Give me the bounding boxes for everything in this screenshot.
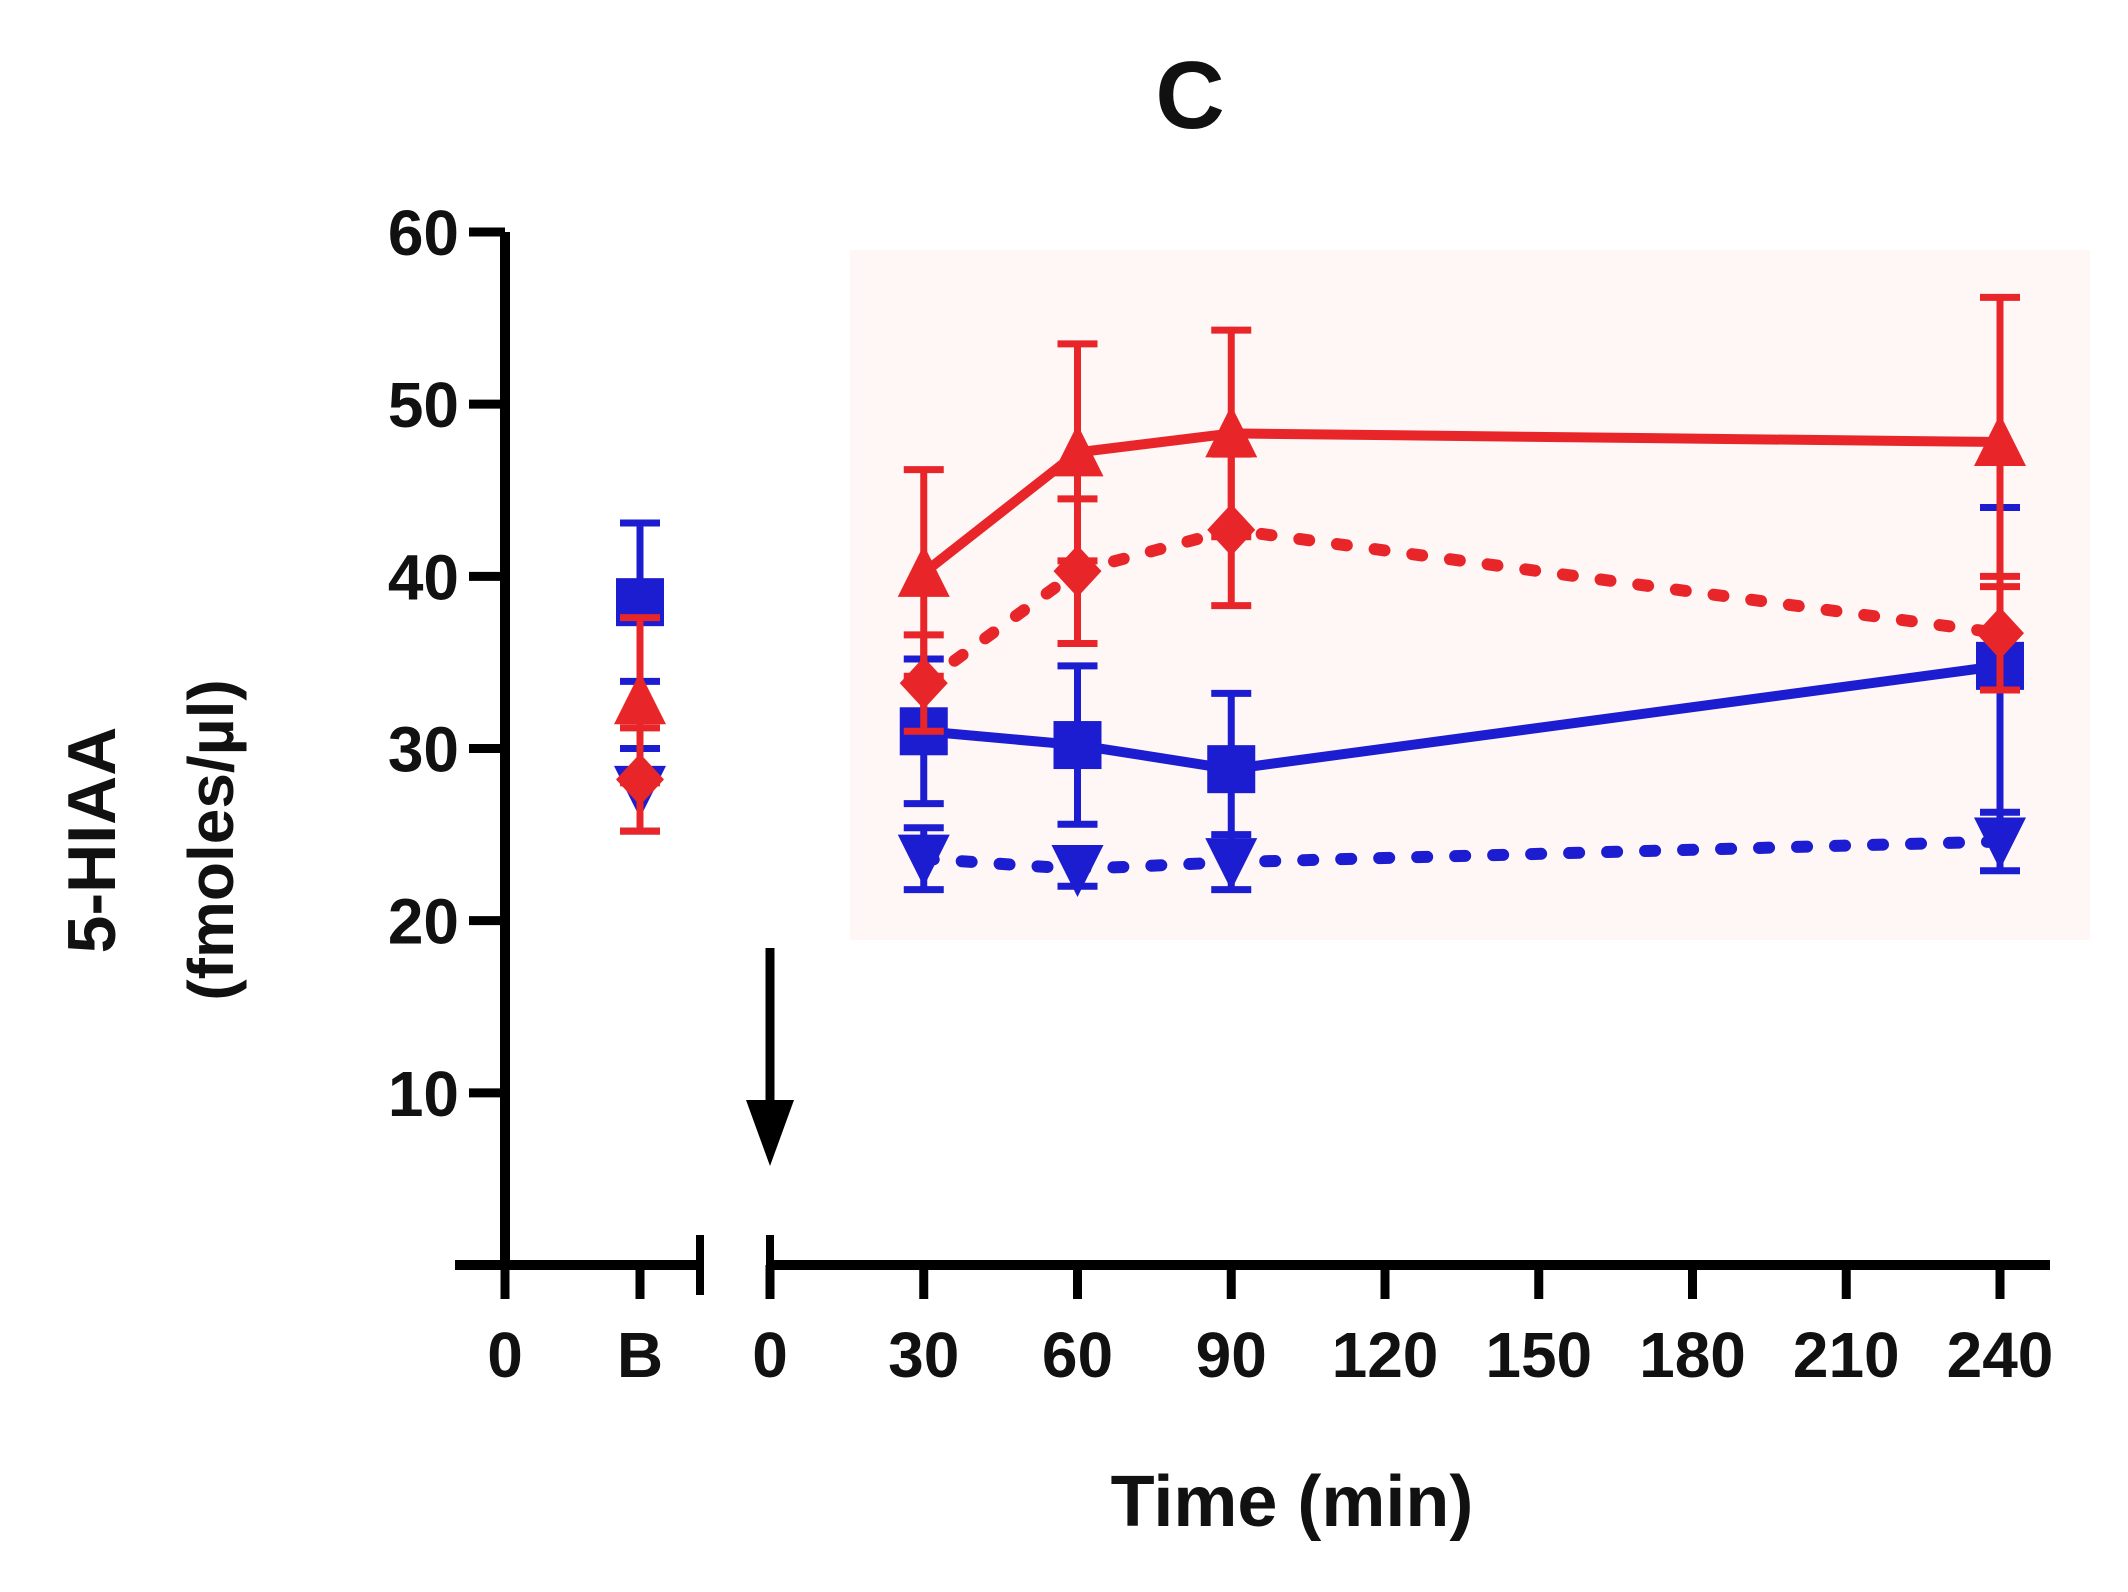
x-tick-label: 210 — [1793, 1319, 1900, 1391]
y-axis-units: (fmoles/µl) — [175, 679, 247, 1000]
series-line — [917, 835, 2006, 876]
baseline-tick-label: 0 — [487, 1319, 523, 1391]
data-point — [1053, 721, 1102, 770]
x-tick-label: 0 — [752, 1319, 788, 1391]
y-axis-title: 5-HIAA — [54, 727, 130, 954]
y-tick-label: 10 — [388, 1058, 459, 1130]
data-point — [1974, 414, 2026, 467]
x-axis-title: Time (min) — [1111, 1462, 1474, 1542]
data-point — [1205, 838, 1258, 891]
series-line — [920, 428, 2001, 577]
data-point — [1976, 607, 2024, 660]
y-tick-label: 50 — [388, 369, 459, 441]
injection-arrow — [746, 948, 794, 1166]
y-tick-label: 60 — [388, 197, 459, 269]
x-tick-label: 30 — [888, 1319, 959, 1391]
data-point — [1974, 817, 2026, 870]
series-line — [917, 523, 2006, 690]
series-layer — [614, 293, 2026, 898]
y-axis-label: 5-HIAA (fmoles/µl) — [54, 679, 247, 1000]
x-tick-label: 60 — [1042, 1319, 1113, 1391]
data-point — [897, 544, 950, 597]
plot-background-tint — [850, 250, 2090, 940]
injection-arrow-head — [746, 1100, 794, 1166]
baseline-tick-label: B — [617, 1319, 663, 1391]
y-tick-label: 40 — [388, 541, 459, 613]
y-tick-label: 20 — [388, 886, 459, 958]
data-point — [899, 657, 948, 710]
data-point — [1051, 424, 1104, 477]
x-tick-label: 180 — [1639, 1319, 1746, 1391]
baseline-point — [614, 672, 666, 725]
data-point — [897, 834, 950, 887]
data-point — [1051, 845, 1104, 898]
chart-title: C — [1155, 42, 1224, 149]
data-point — [1207, 745, 1256, 794]
axes: 10 20 30 40 50 60 0 B 0 30 60 90 120 150 180 210 240 — [388, 197, 2054, 1391]
y-tick-label: 30 — [388, 714, 459, 786]
x-tick-label: 90 — [1196, 1319, 1267, 1391]
series-line — [923, 660, 2001, 775]
x-tick-label: 120 — [1332, 1319, 1439, 1391]
data-point — [1205, 405, 1258, 458]
x-tick-label: 240 — [1947, 1319, 2054, 1391]
x-tick-label: 150 — [1485, 1319, 1592, 1391]
